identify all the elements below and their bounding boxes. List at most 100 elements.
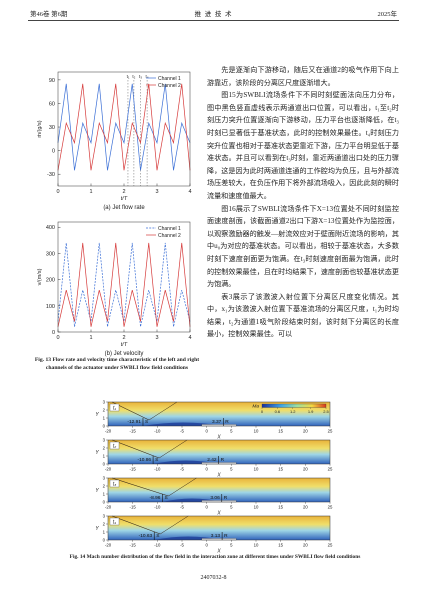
x-tick-label: 25 bbox=[328, 429, 333, 434]
legend-label: Channel 2 bbox=[158, 83, 181, 89]
x-tick-label: 5 bbox=[230, 429, 233, 434]
x-tick-label: 0 bbox=[205, 467, 208, 472]
shock-line bbox=[111, 477, 169, 497]
y-tick-label: 300 bbox=[46, 251, 55, 257]
x-tick-label: -15 bbox=[130, 429, 137, 434]
figure-caption: Fig. 14 Mach number distribution of the … bbox=[69, 554, 361, 560]
y-tick-label: 2 bbox=[103, 408, 106, 413]
y-tick-label: 0 bbox=[52, 149, 55, 155]
figure-caption: Fig. 13 Flow rate and velocity time char… bbox=[34, 357, 200, 371]
x-tick-label: -5 bbox=[180, 543, 184, 548]
point-name: S bbox=[156, 533, 159, 539]
plot-frame bbox=[57, 221, 191, 333]
x-tick-label: 15 bbox=[278, 505, 283, 510]
x-tick-label: -5 bbox=[180, 467, 184, 472]
contour-field bbox=[108, 440, 330, 464]
point-value: 3.06 bbox=[210, 495, 220, 501]
y-tick-label: 2 bbox=[103, 446, 106, 451]
x-tick-label: 10 bbox=[254, 505, 259, 510]
time-marker-label: t₄ bbox=[146, 74, 149, 79]
x-tick-label: 15 bbox=[278, 467, 283, 472]
plot-frame bbox=[57, 71, 191, 187]
y-tick-label: 0 bbox=[103, 500, 106, 505]
page-number: 2407032-8 bbox=[200, 575, 227, 581]
x-tick-label: 2 bbox=[122, 189, 125, 195]
x-tick-label: 3 bbox=[155, 189, 158, 195]
point-value: -10.86 bbox=[137, 457, 151, 463]
x-tick-label: -15 bbox=[130, 505, 137, 510]
panel-frame bbox=[107, 401, 331, 427]
x-tick-label: -5 bbox=[180, 505, 184, 510]
panel-label-box bbox=[109, 441, 120, 450]
point-name: R bbox=[225, 419, 229, 425]
x-tick-label: 25 bbox=[328, 467, 333, 472]
panel-frame bbox=[107, 439, 331, 465]
y-tick-label: 2 bbox=[103, 522, 106, 527]
x-axis-label: t/T bbox=[121, 342, 128, 348]
time-marker-label: t₁ bbox=[127, 74, 130, 79]
colorbar-title: Ma bbox=[252, 404, 259, 410]
panel-frame bbox=[107, 515, 331, 541]
header-right: 2025年 bbox=[377, 11, 398, 18]
y-tick-label: 400 bbox=[46, 225, 55, 231]
panel-label: t₁ bbox=[113, 406, 116, 412]
header-left: 第46卷 第6期 bbox=[30, 11, 68, 18]
y-tick-label: 1 bbox=[103, 530, 106, 535]
y-tick-label: -30 bbox=[47, 172, 55, 178]
x-tick-label: -5 bbox=[180, 429, 184, 434]
x-tick-label: 10 bbox=[254, 543, 259, 548]
contour-field bbox=[108, 478, 330, 502]
y-tick-label: 1 bbox=[103, 416, 106, 421]
y-tick-label: 200 bbox=[46, 278, 55, 284]
colorbar-tick-label: 1.2 bbox=[290, 409, 296, 414]
paragraph: 表3展示了该激波入射位置下分离区尺度变化情况。其中，x₁为该激波入射位置下基准流… bbox=[207, 292, 399, 339]
point-value: 3.13 bbox=[211, 533, 221, 539]
time-marker-label: t₂ bbox=[132, 74, 135, 79]
point-name: R bbox=[224, 533, 228, 539]
point-name: S bbox=[145, 419, 148, 425]
x-tick-label: 20 bbox=[303, 505, 308, 510]
legend-label: Channel 1 bbox=[158, 226, 181, 232]
x-axis-label: X bbox=[216, 549, 221, 555]
series-line bbox=[57, 242, 191, 327]
x-tick-label: -15 bbox=[130, 543, 137, 548]
x-tick-label: -15 bbox=[130, 467, 137, 472]
x-tick-label: 20 bbox=[303, 543, 308, 548]
point-value: -8.96 bbox=[150, 495, 161, 501]
header-center: 推 进 技 术 bbox=[194, 11, 233, 18]
x-tick-label: 4 bbox=[188, 335, 191, 341]
point-value: -12.91 bbox=[127, 419, 141, 425]
legend-label: Channel 1 bbox=[158, 76, 181, 82]
x-tick-label: -20 bbox=[105, 429, 112, 434]
shock-line bbox=[160, 515, 189, 535]
x-tick-label: 5 bbox=[230, 543, 233, 548]
shock-line bbox=[158, 439, 188, 459]
panel-frame bbox=[107, 477, 331, 503]
legend-label: Channel 2 bbox=[158, 233, 181, 239]
y-tick-label: 3 bbox=[103, 514, 106, 519]
chart-caption: (a) Jet flow rate bbox=[103, 205, 145, 211]
colorbar bbox=[261, 403, 327, 408]
point-name: R bbox=[221, 457, 225, 463]
x-tick-label: 25 bbox=[328, 505, 333, 510]
paragraph: 图16展示了SWBLI流场条件下X=13位置处不同时刻监控面速度剖面，该截面通道… bbox=[207, 204, 399, 289]
y-tick-label: 2 bbox=[103, 484, 106, 489]
body-text: 先是逐渐向下游移动，随后又在通道2的吸气作用下向上游靠近，该阶段的分离区尺度逐渐… bbox=[207, 64, 399, 394]
panel-label-box bbox=[109, 479, 120, 488]
panel-label: t₂ bbox=[113, 444, 116, 450]
x-tick-label: 0 bbox=[56, 189, 59, 195]
y-tick-label: 90 bbox=[49, 78, 55, 84]
x-tick-label: 5 bbox=[230, 505, 233, 510]
x-tick-label: 0 bbox=[205, 429, 208, 434]
y-tick-label: 3 bbox=[103, 476, 106, 481]
point-name: S bbox=[164, 495, 167, 501]
panel-label: t₄ bbox=[113, 520, 116, 526]
chart-caption: (b) Jet velocity bbox=[105, 351, 144, 357]
x-tick-label: 20 bbox=[303, 429, 308, 434]
x-axis-label: t/T bbox=[121, 196, 128, 202]
time-marker-label: t₃ bbox=[139, 74, 142, 79]
x-tick-label: 5 bbox=[230, 467, 233, 472]
y-tick-label: 100 bbox=[46, 304, 55, 310]
